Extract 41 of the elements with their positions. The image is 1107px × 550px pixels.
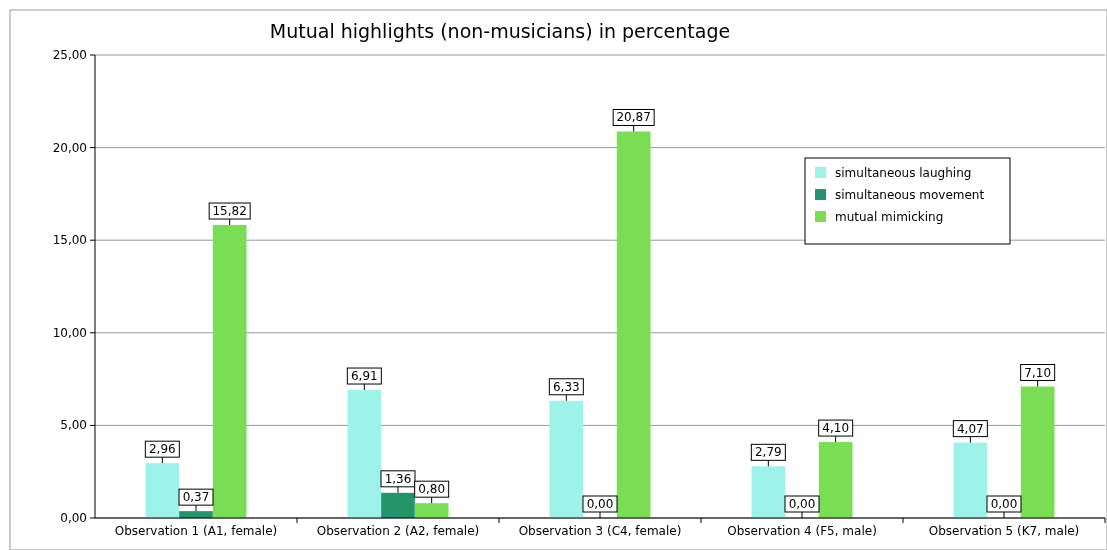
- legend-label: simultaneous laughing: [835, 166, 972, 180]
- bar: [212, 225, 247, 518]
- bar: [381, 492, 415, 518]
- data-label: 4,10: [822, 421, 850, 436]
- data-label: 1,36: [384, 471, 412, 486]
- data-label: 0,80: [418, 482, 446, 497]
- data-label: 4,07: [956, 421, 984, 436]
- data-label: 20,87: [616, 110, 651, 125]
- bar: [347, 390, 382, 518]
- data-label: 0,00: [990, 497, 1018, 511]
- bar: [145, 463, 180, 518]
- x-tick-label: Observation 2 (A2, female): [316, 524, 480, 538]
- legend-label: simultaneous movement: [835, 188, 985, 202]
- data-label: 6,33: [552, 379, 580, 394]
- data-label: 0,00: [788, 497, 816, 511]
- bar: [616, 131, 651, 518]
- bar: [1020, 386, 1055, 518]
- bar: [414, 503, 449, 518]
- data-label: 0,37: [182, 490, 210, 505]
- y-tick-label: 15,00: [52, 233, 87, 248]
- bar: [818, 442, 853, 518]
- data-label: 2,96: [148, 442, 176, 457]
- bar: [751, 466, 786, 518]
- chart-title: Mutual highlights (non-musicians) in percentage: [269, 20, 731, 42]
- data-label: 2,79: [754, 445, 782, 460]
- y-tick-label: 5,00: [60, 418, 87, 433]
- x-tick-label: Observation 1 (A1, female): [114, 524, 278, 538]
- data-label: 6,91: [350, 369, 378, 384]
- y-tick-label: 25,00: [52, 48, 87, 62]
- y-tick-label: 20,00: [52, 140, 87, 155]
- y-tick-label: 10,00: [52, 325, 87, 340]
- x-tick-label: Observation 3 (C4, female): [518, 524, 682, 538]
- bar: [953, 442, 988, 518]
- y-tick-label: 0,00: [60, 511, 87, 525]
- bar: [549, 400, 584, 518]
- x-tick-label: Observation 4 (F5, male): [727, 524, 877, 538]
- data-label: 15,82: [212, 204, 247, 219]
- legend-label: mutual mimicking: [835, 210, 944, 224]
- data-label: 7,10: [1024, 365, 1052, 380]
- data-label: 0,00: [586, 497, 614, 511]
- x-tick-label: Observation 5 (K7, male): [928, 524, 1080, 538]
